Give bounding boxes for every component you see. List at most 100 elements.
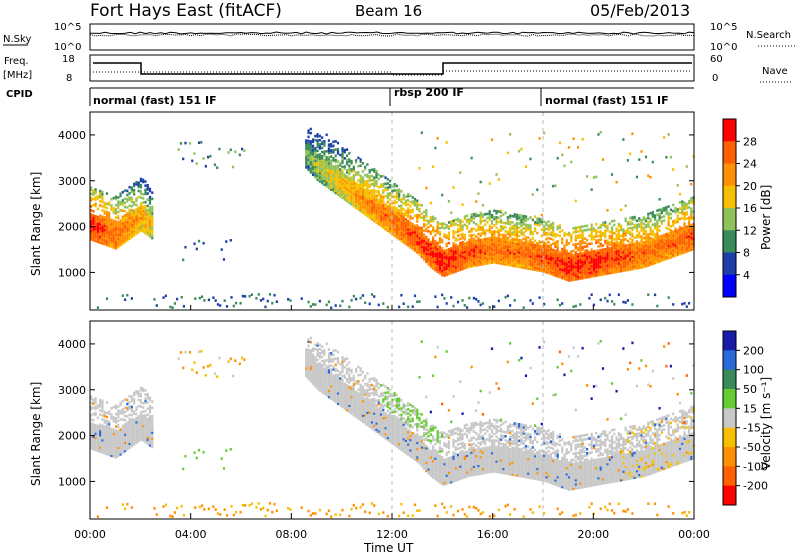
power-cell — [468, 240, 471, 244]
power-cell — [142, 193, 145, 196]
velocity-cell — [307, 356, 310, 360]
velocity-cell — [105, 434, 109, 437]
power-cell — [629, 251, 632, 255]
power-cell — [323, 181, 326, 184]
power-cell — [687, 206, 691, 209]
power-cell — [404, 232, 408, 236]
power-cell — [502, 248, 505, 251]
power-cell — [345, 148, 349, 151]
power-cell — [309, 162, 312, 166]
velocity-cell — [144, 434, 147, 438]
power-cell — [305, 141, 308, 144]
power-cell — [370, 207, 374, 211]
power-cell — [99, 195, 102, 199]
velocity-cell — [94, 430, 97, 433]
power-cell — [610, 234, 614, 237]
power-cell — [311, 165, 315, 168]
power-cell — [499, 227, 503, 230]
power-cell — [402, 208, 405, 211]
velocity-cell — [92, 402, 95, 406]
power-cell — [148, 226, 152, 230]
power-cell — [479, 232, 482, 236]
power-cell — [567, 270, 571, 274]
power-cell — [533, 262, 537, 265]
power-cell — [123, 234, 127, 238]
power-cell — [148, 208, 152, 211]
power-cell — [407, 221, 410, 225]
power-cell — [561, 276, 564, 280]
velocity-cell — [114, 416, 118, 420]
velocity-cell — [135, 392, 138, 395]
power-cell — [452, 262, 455, 266]
power-cell — [547, 249, 550, 252]
power-cell — [137, 214, 140, 217]
velocity-cell — [123, 425, 127, 428]
power-cell — [649, 232, 652, 236]
power-cell — [665, 255, 668, 259]
power-cell — [595, 239, 598, 242]
power-cell — [400, 231, 403, 234]
power-cell — [407, 225, 410, 229]
power-cell — [114, 228, 118, 232]
power-cell — [660, 251, 663, 254]
power-cell — [388, 183, 392, 187]
power-cell — [622, 255, 625, 258]
velocity-cell — [139, 432, 143, 435]
power-cell — [436, 249, 439, 253]
power-cell — [644, 234, 648, 237]
power-cell — [599, 248, 602, 252]
power-cell — [484, 237, 487, 241]
power-cell — [477, 243, 480, 246]
power-cell — [629, 237, 632, 240]
power-cell — [647, 293, 650, 296]
power-cell — [656, 213, 659, 217]
velocity-cell — [130, 436, 133, 440]
power-cell — [307, 168, 310, 172]
power-cell — [647, 247, 650, 251]
power-cell — [287, 297, 290, 301]
power-cell — [667, 242, 670, 245]
power-cell — [515, 221, 519, 225]
power-cell — [461, 249, 464, 252]
power-cell — [126, 214, 129, 217]
power-cell — [631, 267, 634, 271]
power-cell — [687, 201, 691, 205]
velocity-cell — [117, 434, 120, 437]
power-cell — [524, 262, 528, 266]
power-cell — [119, 231, 122, 235]
velocity-cell — [309, 336, 312, 340]
power-cell — [465, 257, 469, 261]
power-cell — [658, 197, 661, 201]
power-cell — [653, 259, 657, 263]
power-cell — [656, 248, 659, 252]
power-cell — [348, 305, 351, 309]
power-cell — [197, 141, 201, 145]
power-cell — [350, 161, 353, 165]
velocity-cell — [105, 440, 109, 444]
power-cell — [488, 226, 491, 230]
power-cell — [425, 256, 428, 260]
velocity-cell — [146, 419, 149, 423]
power-cell — [123, 209, 127, 213]
power-cell — [592, 254, 596, 257]
power-cell — [540, 218, 543, 221]
power-cell — [447, 254, 451, 257]
power-cell — [470, 219, 473, 223]
power-cell — [402, 193, 405, 197]
power-cell — [667, 227, 670, 231]
power-cell — [393, 228, 396, 231]
power-cell — [307, 149, 310, 153]
power-cell — [583, 237, 586, 240]
velocity-cell — [128, 417, 131, 421]
power-cell — [386, 194, 389, 198]
power-cell — [472, 254, 475, 257]
velocity-cell — [103, 447, 106, 451]
velocity-cell — [105, 423, 109, 427]
power-cell — [613, 264, 616, 268]
power-cell — [438, 232, 442, 236]
power-cell — [556, 273, 559, 276]
velocity-cell — [123, 447, 127, 451]
velocity-cell — [103, 439, 106, 443]
power-cell — [642, 251, 645, 254]
power-cell — [658, 258, 661, 261]
